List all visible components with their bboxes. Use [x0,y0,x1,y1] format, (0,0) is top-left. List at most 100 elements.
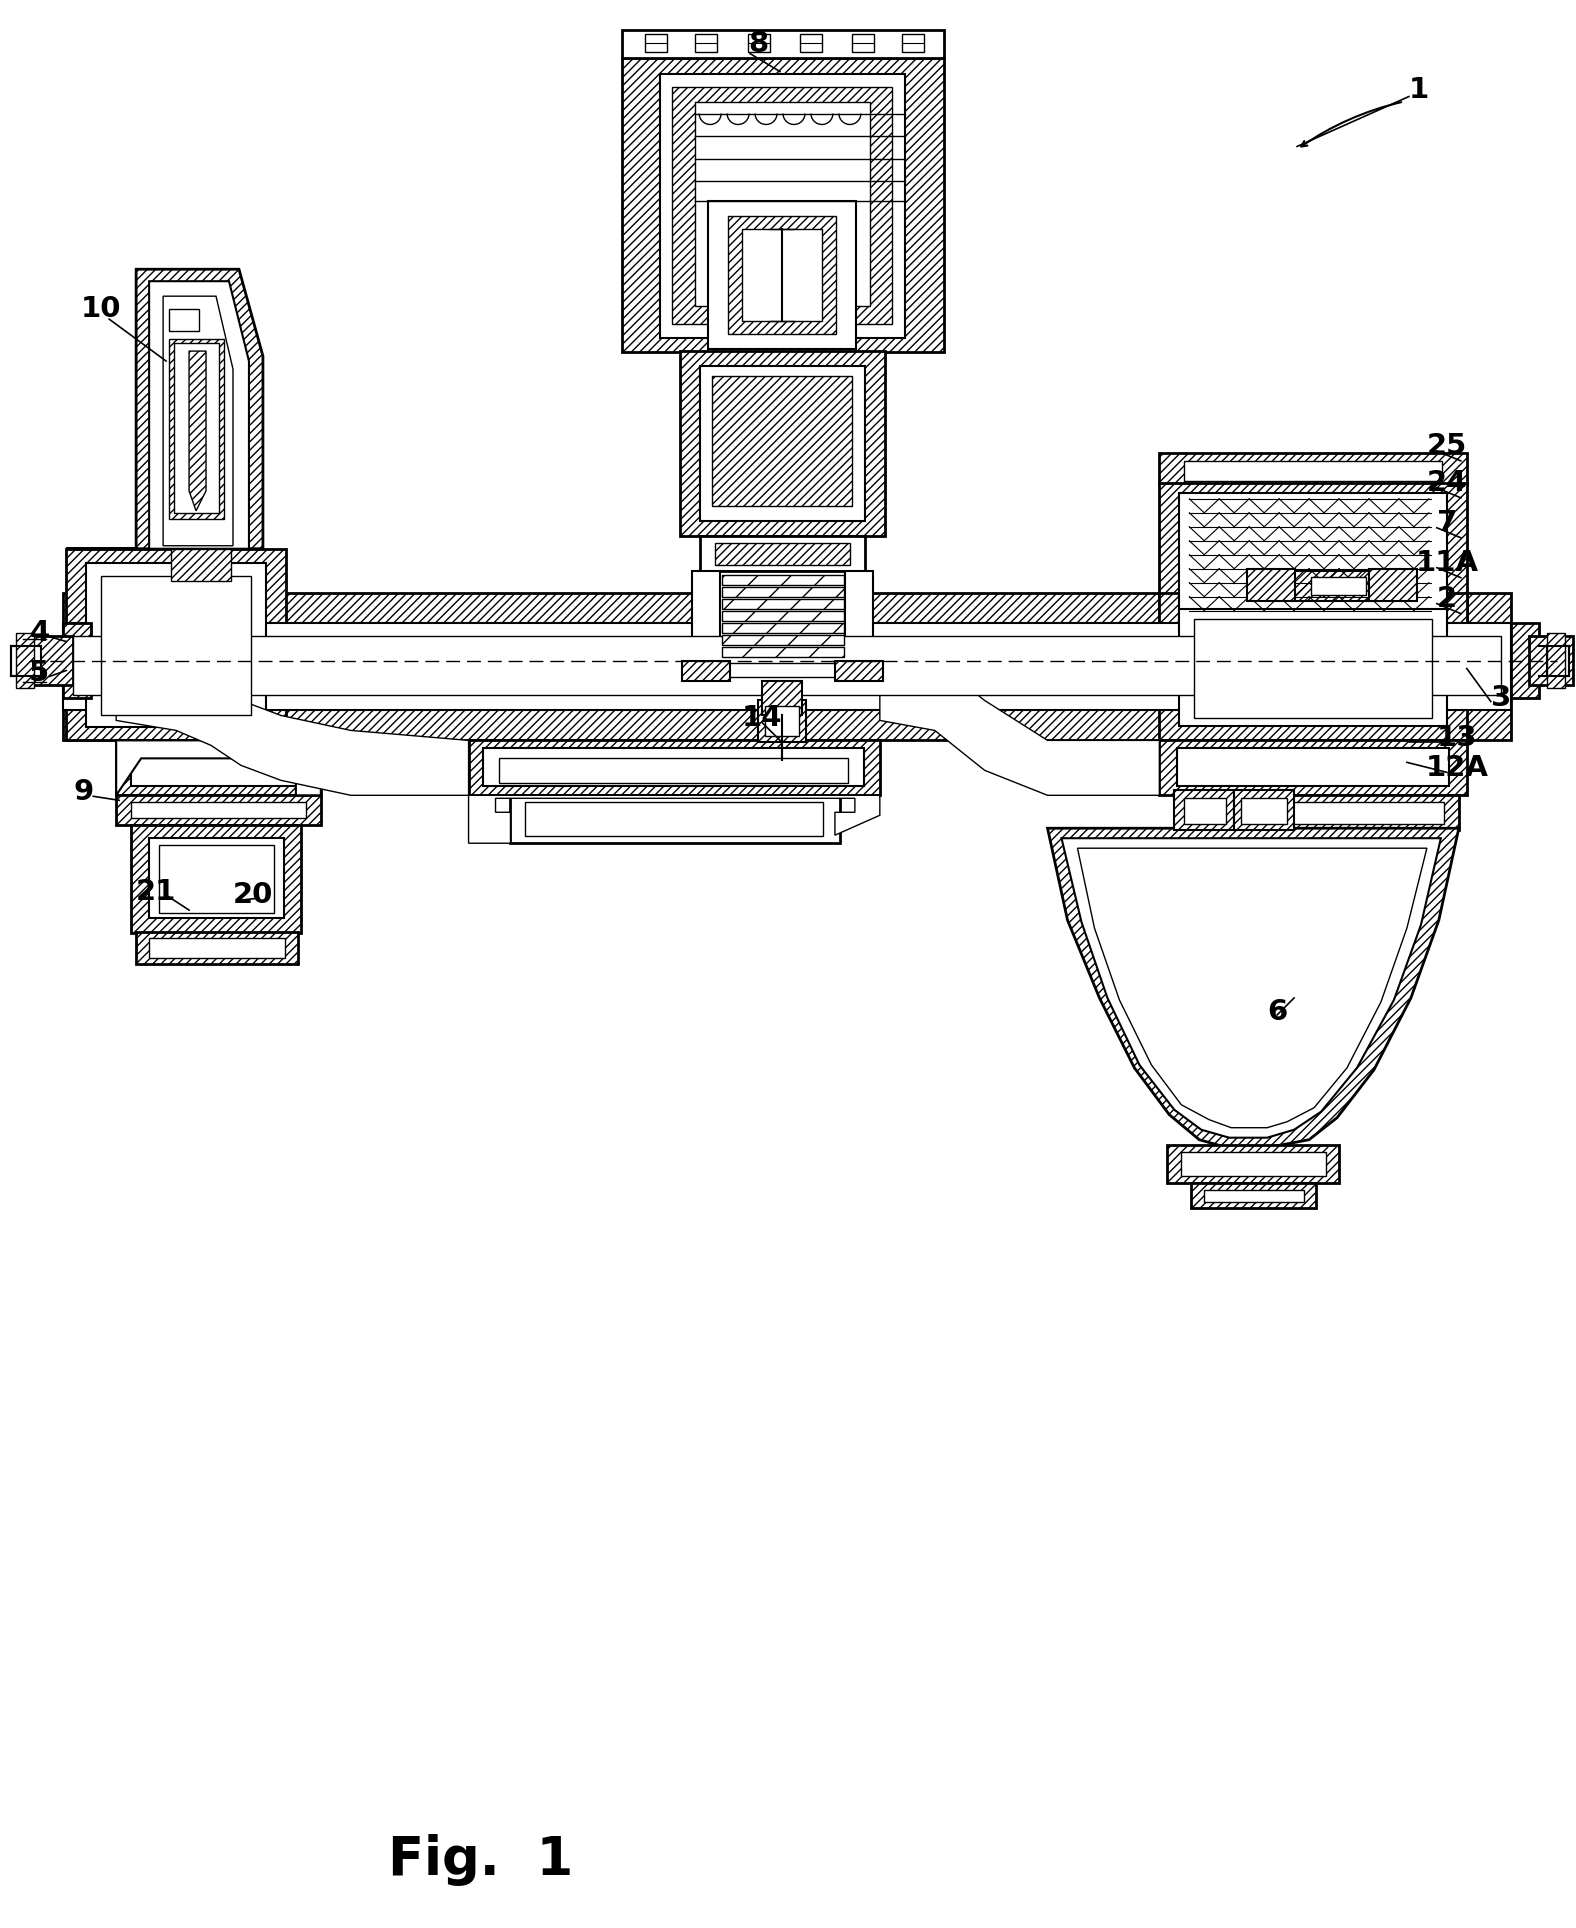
Polygon shape [1204,1190,1303,1201]
Polygon shape [131,802,306,817]
Polygon shape [801,33,823,52]
Polygon shape [722,586,843,596]
Polygon shape [879,661,1160,794]
Polygon shape [117,794,322,825]
Text: 10: 10 [80,295,121,324]
Polygon shape [853,33,873,52]
Text: 21: 21 [136,877,177,906]
Polygon shape [712,376,853,505]
Polygon shape [1311,576,1366,594]
Polygon shape [835,661,883,681]
Polygon shape [172,549,232,580]
Polygon shape [1179,609,1447,727]
Polygon shape [1242,798,1288,825]
Polygon shape [708,201,856,349]
Text: Fig.  1: Fig. 1 [388,1834,574,1886]
Polygon shape [623,58,944,353]
Polygon shape [758,700,805,742]
Polygon shape [1062,839,1440,1138]
Polygon shape [159,844,274,914]
Polygon shape [189,351,206,511]
Polygon shape [1160,482,1467,640]
Polygon shape [660,73,905,337]
Polygon shape [1174,790,1234,831]
Polygon shape [87,563,266,727]
Polygon shape [498,758,848,783]
Polygon shape [117,661,468,794]
Text: 9: 9 [72,779,93,806]
Polygon shape [1182,1151,1325,1176]
Polygon shape [728,216,835,334]
Polygon shape [468,740,879,794]
Polygon shape [623,29,944,58]
Polygon shape [749,33,771,52]
Polygon shape [722,663,842,677]
Polygon shape [1160,740,1467,794]
Polygon shape [63,623,91,698]
Polygon shape [692,571,720,681]
Polygon shape [722,646,843,657]
Polygon shape [682,661,730,681]
Polygon shape [1546,632,1565,688]
Text: 7: 7 [1437,509,1458,536]
Text: 8: 8 [749,29,768,58]
Text: 11A: 11A [1415,549,1478,576]
Polygon shape [1370,569,1417,602]
Polygon shape [150,281,249,549]
Polygon shape [131,825,301,933]
Polygon shape [169,339,224,519]
Polygon shape [482,748,864,787]
Polygon shape [673,87,892,324]
Polygon shape [1511,623,1538,698]
Polygon shape [1195,619,1433,719]
Polygon shape [764,706,799,736]
Polygon shape [1191,1182,1316,1207]
Polygon shape [1247,569,1295,602]
Polygon shape [11,646,41,675]
Polygon shape [1160,453,1467,484]
Polygon shape [700,366,865,521]
Polygon shape [525,802,823,837]
Polygon shape [1190,802,1444,825]
Polygon shape [101,576,251,715]
Polygon shape [901,33,924,52]
Polygon shape [1184,798,1226,825]
Polygon shape [722,611,843,621]
Polygon shape [1179,494,1447,630]
Polygon shape [131,748,306,787]
Polygon shape [1174,794,1459,831]
Polygon shape [742,229,823,322]
Polygon shape [1546,646,1568,675]
Polygon shape [162,297,233,546]
Polygon shape [763,681,802,715]
Polygon shape [722,575,843,584]
Polygon shape [845,571,873,681]
Polygon shape [66,549,285,740]
Polygon shape [1184,461,1442,480]
Text: 20: 20 [233,881,273,910]
Polygon shape [117,740,322,794]
Polygon shape [722,623,843,632]
Polygon shape [468,794,879,843]
Polygon shape [16,632,35,688]
Polygon shape [719,571,848,663]
Text: 13: 13 [1436,725,1477,752]
Text: 4: 4 [30,619,49,646]
Polygon shape [117,740,322,794]
Polygon shape [136,931,298,964]
Polygon shape [1529,636,1573,686]
Polygon shape [63,592,1511,740]
Polygon shape [72,636,1500,696]
Text: 5: 5 [30,659,49,686]
Polygon shape [716,544,849,565]
Polygon shape [722,600,843,609]
Text: 14: 14 [742,704,782,733]
Polygon shape [681,351,884,536]
Polygon shape [722,634,843,644]
Polygon shape [511,794,840,843]
Text: 1: 1 [1409,75,1429,104]
Polygon shape [695,33,717,52]
Text: 12A: 12A [1425,754,1488,783]
Polygon shape [30,636,72,686]
Polygon shape [1160,592,1467,740]
